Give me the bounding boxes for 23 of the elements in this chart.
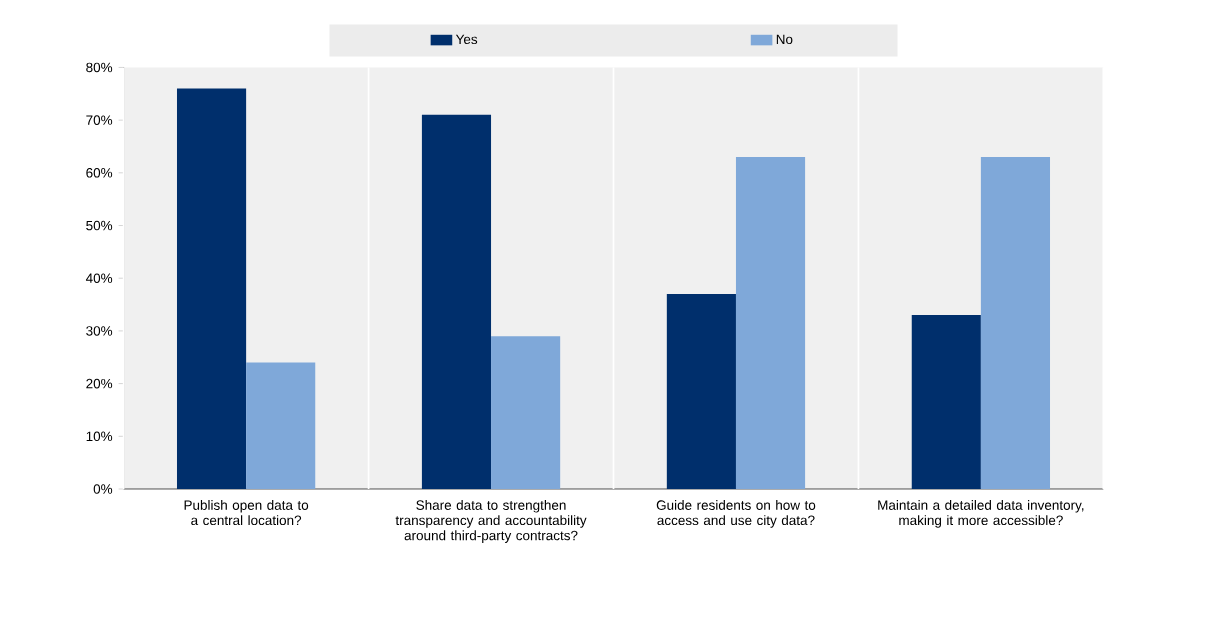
y-tick-label: 10% xyxy=(86,431,113,442)
y-tick-label: 80% xyxy=(86,62,113,73)
y-tick-label: 20% xyxy=(86,378,113,389)
y-tick-label: 70% xyxy=(86,115,113,125)
x-tick-label: Maintain a detailed data inventory, making it more accessible? xyxy=(878,499,1084,528)
bar xyxy=(666,293,736,489)
y-tick-label: 40% xyxy=(85,273,113,283)
x-tick-label: Guide residents on how to access and use city data? xyxy=(656,499,816,528)
x-tick-label: Share data to strengthen transparency and accountability around third-party contracts? xyxy=(395,499,587,543)
legend-label: No xyxy=(776,34,793,44)
y-tick-label: 60% xyxy=(86,167,113,178)
y-tick-label: 50% xyxy=(86,220,113,231)
bar xyxy=(491,336,561,489)
bar xyxy=(421,114,492,489)
bar xyxy=(980,156,1051,489)
bar xyxy=(911,315,981,489)
bar xyxy=(246,362,316,489)
y-tick-label: 0% xyxy=(93,484,113,494)
x-tick-label: Publish open data to a central location? xyxy=(184,499,309,526)
bar xyxy=(735,156,806,489)
legend-label: Yes xyxy=(455,34,478,44)
bar xyxy=(176,88,247,489)
y-tick-label: 30% xyxy=(86,326,113,336)
